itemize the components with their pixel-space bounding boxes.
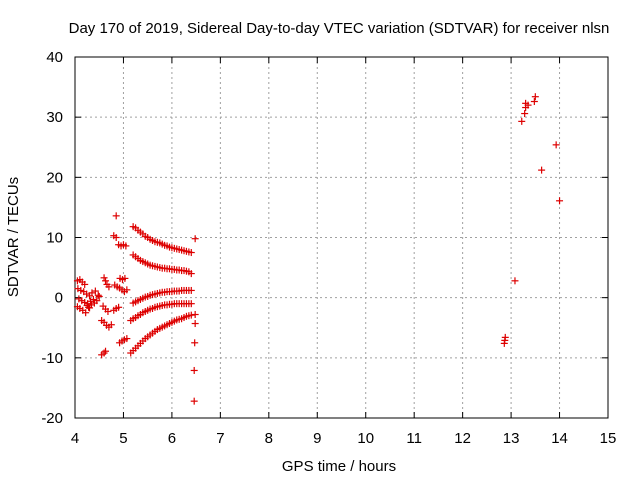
data-point [500,339,508,347]
data-point [95,292,103,300]
data-point [112,212,120,220]
data-point [538,166,546,174]
x-tick-label: 6 [168,430,176,447]
data-point [187,270,195,278]
data-point [115,303,123,311]
axis-ticks: 4 5 6 7 8 9 10 11 12 13 14 15 -20 -10 0 10 20 30 40 [41,49,616,447]
data-point [104,308,112,316]
y-tick-label: 10 [46,230,63,247]
data-point [191,235,199,243]
data-point [187,300,195,308]
data-point [524,101,532,109]
data-point [190,397,198,405]
data-points [73,93,564,405]
data-point [93,297,101,305]
data-point [112,234,120,241]
x-tick-label: 9 [313,430,321,447]
data-point [107,321,115,329]
y-tick-label: -10 [41,350,63,367]
x-axis-label: GPS time / hours [282,458,396,475]
x-tick-label: 8 [265,430,273,447]
data-point [122,242,130,250]
y-tick-label: -20 [41,410,63,427]
data-point [191,311,199,319]
chart-title: Day 170 of 2019, Sidereal Day-to-day VTE… [69,20,610,37]
y-axis-label: SDTVAR / TECUs [5,177,22,297]
data-point [86,304,94,312]
x-tick-label: 13 [503,430,520,447]
data-point [123,286,131,294]
x-tick-label: 10 [357,430,374,447]
data-point [121,274,129,282]
data-point [187,249,195,257]
data-point [187,286,195,294]
data-point [123,335,131,343]
data-point [82,309,90,317]
data-point [102,347,110,355]
y-tick-label: 0 [55,290,63,307]
x-tick-label: 4 [71,430,79,447]
data-point [190,366,198,374]
data-point [531,93,539,101]
x-tick-label: 12 [454,430,471,447]
y-tick-label: 40 [46,49,63,66]
data-point [556,197,564,205]
data-point [552,141,560,149]
data-point [89,295,97,303]
x-tick-label: 7 [216,430,224,447]
y-tick-label: 20 [46,169,63,186]
data-point [521,110,529,118]
data-point [81,280,89,288]
data-point [191,320,199,328]
data-point [191,339,199,347]
x-tick-label: 5 [119,430,127,447]
data-point [511,277,519,285]
data-point [518,117,526,125]
y-tick-label: 30 [46,109,63,126]
data-point [530,98,538,106]
data-point [94,291,102,299]
data-point [187,311,195,319]
data-point [100,274,108,282]
data-point [105,283,113,291]
grid-lines [75,57,608,418]
data-point [91,287,99,295]
x-tick-label: 11 [406,430,422,447]
x-tick-label: 15 [600,430,617,447]
data-point [102,277,110,285]
x-tick-label: 14 [551,430,568,447]
